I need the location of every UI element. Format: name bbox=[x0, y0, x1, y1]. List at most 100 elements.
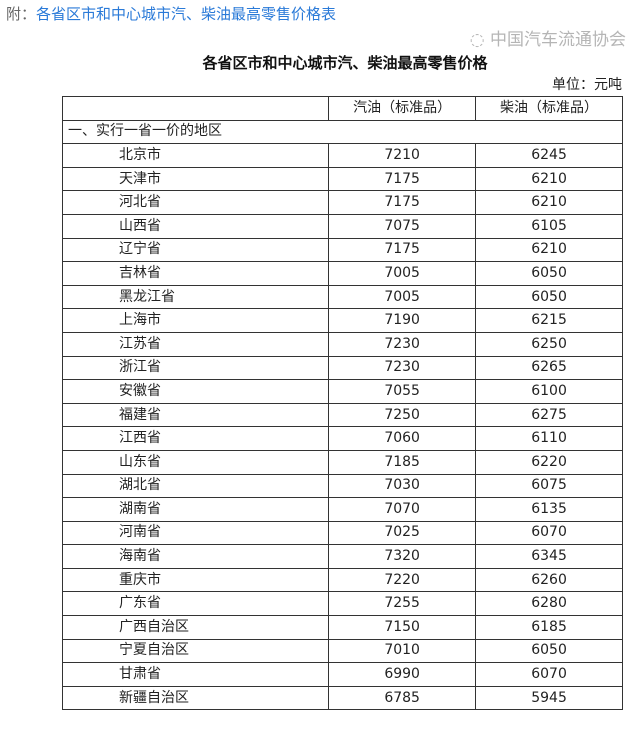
diesel-cell: 6275 bbox=[475, 402, 623, 428]
diesel-cell: 6210 bbox=[475, 166, 623, 192]
table-row: 广西自治区 7150 6185 bbox=[61, 615, 623, 640]
region-cell: 山东省 bbox=[61, 449, 330, 475]
table-row: 黑龙江省 7005 6050 bbox=[61, 284, 623, 310]
gasoline-cell: 7025 bbox=[328, 520, 477, 546]
table-row: 江西省 7060 6110 bbox=[61, 426, 623, 451]
diesel-cell: 6050 bbox=[475, 261, 623, 286]
section-label: 一、实行一省一价的地区 bbox=[62, 119, 623, 145]
table-title: 各省区市和中心城市汽、柴油最高零售价格 bbox=[202, 54, 488, 72]
region-cell: 天津市 bbox=[61, 166, 330, 192]
header-diesel: 柴油（标准品） bbox=[475, 96, 623, 121]
attachment-note: 附：各省区市和中心城市汽、柴油最高零售价格表 bbox=[6, 3, 336, 24]
table-row: 广东省 7255 6280 bbox=[61, 591, 623, 617]
note-prefix: 附： bbox=[6, 5, 37, 23]
gasoline-cell: 6990 bbox=[328, 662, 477, 687]
gasoline-cell: 7005 bbox=[328, 284, 477, 310]
gasoline-cell: 7175 bbox=[328, 190, 477, 215]
table-row: 吉林省 7005 6050 bbox=[61, 261, 623, 286]
gasoline-cell: 7055 bbox=[328, 379, 477, 404]
gasoline-cell: 7185 bbox=[328, 449, 477, 475]
diesel-cell: 6050 bbox=[475, 638, 623, 664]
diesel-cell: 6250 bbox=[475, 331, 623, 357]
diesel-cell: 6245 bbox=[475, 143, 623, 168]
table-row: 江苏省 7230 6250 bbox=[61, 331, 623, 357]
region-cell: 湖北省 bbox=[61, 473, 330, 499]
region-cell: 海南省 bbox=[61, 544, 330, 569]
region-cell: 浙江省 bbox=[61, 355, 330, 381]
region-cell: 黑龙江省 bbox=[61, 284, 330, 310]
diesel-cell: 6210 bbox=[475, 190, 623, 215]
region-cell: 山西省 bbox=[61, 213, 330, 239]
table-row: 湖北省 7030 6075 bbox=[61, 473, 623, 499]
table-row: 天津市 7175 6210 bbox=[61, 166, 623, 192]
diesel-cell: 6075 bbox=[475, 473, 623, 499]
gasoline-cell: 6785 bbox=[328, 685, 477, 711]
price-table: 汽油（标准品） 柴油（标准品） 一、实行一省一价的地区 北京市 7210 6245 天… bbox=[61, 96, 623, 711]
table-row: 山西省 7075 6105 bbox=[61, 213, 623, 239]
region-cell: 辽宁省 bbox=[61, 237, 330, 263]
gasoline-cell: 7175 bbox=[328, 237, 477, 263]
table-row: 福建省 7250 6275 bbox=[61, 402, 623, 428]
diesel-cell: 6210 bbox=[475, 237, 623, 263]
table-row: 浙江省 7230 6265 bbox=[61, 355, 623, 381]
gasoline-cell: 7075 bbox=[328, 213, 477, 239]
region-cell: 宁夏自治区 bbox=[61, 638, 330, 664]
region-cell: 福建省 bbox=[61, 402, 330, 428]
gasoline-cell: 7210 bbox=[328, 143, 477, 168]
region-cell: 上海市 bbox=[61, 308, 330, 333]
region-cell: 新疆自治区 bbox=[61, 685, 330, 711]
diesel-cell: 6280 bbox=[475, 591, 623, 617]
region-cell: 江西省 bbox=[61, 426, 330, 451]
diesel-cell: 6215 bbox=[475, 308, 623, 333]
region-cell: 北京市 bbox=[61, 143, 330, 168]
diesel-cell: 6110 bbox=[475, 426, 623, 451]
gasoline-cell: 7060 bbox=[328, 426, 477, 451]
table-row: 甘肃省 6990 6070 bbox=[61, 662, 623, 687]
region-cell: 安徽省 bbox=[61, 379, 330, 404]
region-cell: 广东省 bbox=[61, 591, 330, 617]
gasoline-cell: 7230 bbox=[328, 331, 477, 357]
region-cell: 广西自治区 bbox=[61, 615, 330, 640]
watermark-text: 中国汽车流通协会 bbox=[490, 30, 626, 50]
region-cell: 吉林省 bbox=[61, 261, 330, 286]
gasoline-cell: 7010 bbox=[328, 638, 477, 664]
diesel-cell: 6050 bbox=[475, 284, 623, 310]
diesel-cell: 6265 bbox=[475, 355, 623, 381]
gasoline-cell: 7230 bbox=[328, 355, 477, 381]
table-row: 上海市 7190 6215 bbox=[61, 308, 623, 333]
diesel-cell: 6260 bbox=[475, 567, 623, 593]
table-row: 湖南省 7070 6135 bbox=[61, 497, 623, 522]
gasoline-cell: 7255 bbox=[328, 591, 477, 617]
header-row: 汽油（标准品） 柴油（标准品） bbox=[61, 96, 623, 121]
price-table-link[interactable]: 各省区市和中心城市汽、柴油最高零售价格表 bbox=[36, 5, 337, 23]
table-row: 河北省 7175 6210 bbox=[61, 190, 623, 215]
gasoline-cell: 7150 bbox=[328, 615, 477, 640]
table-row: 河南省 7025 6070 bbox=[61, 520, 623, 546]
diesel-cell: 6070 bbox=[475, 520, 623, 546]
diesel-cell: 5945 bbox=[475, 685, 623, 711]
gasoline-cell: 7175 bbox=[328, 166, 477, 192]
table-row: 海南省 7320 6345 bbox=[61, 544, 623, 569]
table-row: 安徽省 7055 6100 bbox=[61, 379, 623, 404]
diesel-cell: 6185 bbox=[475, 615, 623, 640]
gasoline-cell: 7005 bbox=[328, 261, 477, 286]
diesel-cell: 6220 bbox=[475, 449, 623, 475]
table-row: 山东省 7185 6220 bbox=[61, 449, 623, 475]
diesel-cell: 6105 bbox=[475, 213, 623, 239]
region-cell: 重庆市 bbox=[61, 567, 330, 593]
gasoline-cell: 7190 bbox=[328, 308, 477, 333]
region-cell: 河南省 bbox=[61, 520, 330, 546]
header-region bbox=[61, 96, 330, 121]
region-cell: 河北省 bbox=[61, 190, 330, 215]
table-row: 新疆自治区 6785 5945 bbox=[61, 685, 623, 711]
gasoline-cell: 7250 bbox=[328, 402, 477, 428]
diesel-cell: 6100 bbox=[475, 379, 623, 404]
watermark: ◌ 中国汽车流通协会 bbox=[470, 30, 626, 50]
region-cell: 甘肃省 bbox=[61, 662, 330, 687]
header-gasoline: 汽油（标准品） bbox=[328, 96, 477, 121]
gasoline-cell: 7220 bbox=[328, 567, 477, 593]
diesel-cell: 6070 bbox=[475, 662, 623, 687]
gasoline-cell: 7030 bbox=[328, 473, 477, 499]
table-row: 重庆市 7220 6260 bbox=[61, 567, 623, 593]
wechat-icon: ◌ bbox=[469, 30, 490, 50]
